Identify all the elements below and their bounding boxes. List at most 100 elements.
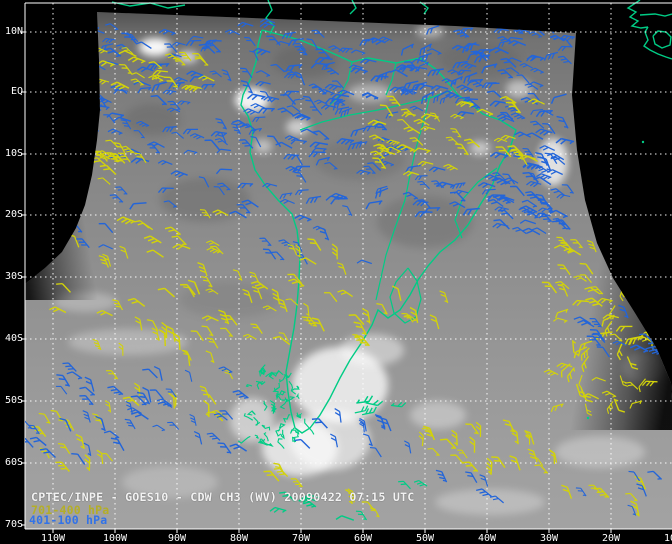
wind-barb bbox=[251, 279, 268, 293]
wind-barb bbox=[556, 217, 570, 233]
wind-barb bbox=[578, 341, 594, 350]
wind-barb bbox=[536, 111, 553, 117]
wind-barb bbox=[334, 107, 350, 114]
wind-barb bbox=[500, 110, 514, 125]
wind-barb bbox=[422, 426, 433, 439]
wind-barb bbox=[264, 96, 279, 104]
wind-barb bbox=[540, 155, 551, 173]
wind-barb bbox=[217, 149, 231, 155]
wind-barb bbox=[528, 448, 537, 464]
wind-barb bbox=[99, 243, 113, 252]
wind-barb bbox=[202, 324, 213, 339]
wind-barb bbox=[419, 92, 436, 104]
wind-barb bbox=[324, 66, 339, 78]
wind-barb bbox=[556, 138, 574, 147]
wind-barb bbox=[233, 268, 242, 282]
wind-barb bbox=[315, 57, 332, 64]
lon-label-90W: 90W bbox=[167, 533, 187, 544]
wind-barb bbox=[280, 92, 295, 108]
wind-barb bbox=[171, 169, 188, 179]
wind-barb bbox=[295, 437, 310, 452]
wind-barb bbox=[119, 343, 123, 356]
wind-barb bbox=[558, 54, 572, 67]
fjord-coast-scribble bbox=[259, 370, 264, 374]
wind-barb bbox=[210, 69, 222, 80]
wind-barb bbox=[183, 350, 190, 367]
wind-barb bbox=[285, 65, 302, 72]
wind-barb bbox=[376, 301, 387, 316]
wind-barb bbox=[39, 411, 50, 426]
wind-barb bbox=[303, 303, 308, 317]
wind-barb bbox=[415, 83, 433, 92]
fjord-coast-scribble bbox=[281, 400, 288, 409]
wind-barb bbox=[374, 188, 390, 198]
wind-barb bbox=[405, 166, 421, 173]
wind-barb bbox=[151, 93, 167, 109]
wind-barb bbox=[441, 89, 459, 101]
wind-barb bbox=[167, 325, 175, 342]
wind-barb bbox=[164, 74, 178, 90]
wind-barb bbox=[121, 30, 136, 46]
wind-barb bbox=[216, 169, 232, 175]
lon-label-30W: 30W bbox=[539, 533, 559, 544]
wind-barb bbox=[225, 28, 240, 38]
wind-barb bbox=[300, 256, 317, 269]
wind-barb bbox=[431, 179, 443, 191]
wind-barb bbox=[474, 55, 491, 63]
wind-barb bbox=[110, 151, 125, 166]
wind-barb bbox=[231, 122, 240, 136]
fjord-coast-scribble bbox=[276, 430, 281, 436]
wind-barb bbox=[278, 297, 288, 313]
cloud-texture-blob bbox=[348, 84, 392, 102]
lat-label-10N: 10N bbox=[4, 26, 23, 37]
wind-barb bbox=[565, 368, 578, 383]
wind-barb bbox=[240, 66, 252, 80]
wind-barb bbox=[573, 300, 589, 306]
fjord-coast-scribble bbox=[274, 383, 279, 390]
wind-barb bbox=[576, 486, 586, 499]
wind-barb bbox=[100, 163, 116, 179]
wind-barb bbox=[299, 497, 315, 511]
wind-barb bbox=[530, 110, 543, 115]
wind-barb bbox=[324, 160, 337, 172]
wind-barb bbox=[398, 479, 410, 492]
fjord-coast-scribble bbox=[280, 391, 285, 395]
wind-barb bbox=[207, 246, 221, 255]
wind-barb bbox=[324, 290, 337, 305]
wind-barb bbox=[183, 129, 198, 134]
river-border-line bbox=[405, 96, 430, 200]
wind-barb bbox=[456, 100, 473, 110]
wind-barb bbox=[218, 309, 228, 326]
wind-barb bbox=[544, 368, 558, 378]
wind-barb bbox=[370, 506, 379, 519]
wind-barb bbox=[580, 356, 593, 372]
wind-barb bbox=[494, 217, 510, 233]
wind-barb bbox=[397, 143, 415, 155]
fjord-coast-scribble bbox=[292, 386, 299, 391]
wind-barb bbox=[51, 408, 63, 424]
wind-barb bbox=[198, 261, 207, 277]
lon-label-50W: 50W bbox=[415, 533, 435, 544]
fjord-coast-scribble bbox=[276, 394, 280, 398]
wind-barb bbox=[244, 107, 259, 117]
wind-barb bbox=[503, 418, 514, 435]
wind-barb bbox=[440, 436, 456, 452]
wind-barb bbox=[647, 469, 661, 483]
wind-barb bbox=[60, 417, 71, 434]
wind-barb bbox=[523, 163, 539, 171]
wind-barb bbox=[413, 200, 428, 207]
wind-barb bbox=[97, 450, 103, 465]
fjord-coast-scribble bbox=[284, 373, 292, 378]
wind-barb bbox=[244, 35, 255, 48]
wind-barb bbox=[520, 62, 533, 72]
wind-barb bbox=[278, 106, 293, 119]
wind-barb bbox=[272, 288, 280, 305]
fjord-coast-scribble bbox=[289, 381, 296, 394]
wind-barb bbox=[201, 275, 212, 290]
wind-barb bbox=[525, 189, 540, 203]
wind-barb bbox=[470, 437, 475, 453]
wind-barb bbox=[147, 142, 159, 156]
wind-barb bbox=[580, 261, 593, 277]
wind-barb bbox=[372, 155, 385, 171]
wind-barb bbox=[213, 208, 229, 219]
